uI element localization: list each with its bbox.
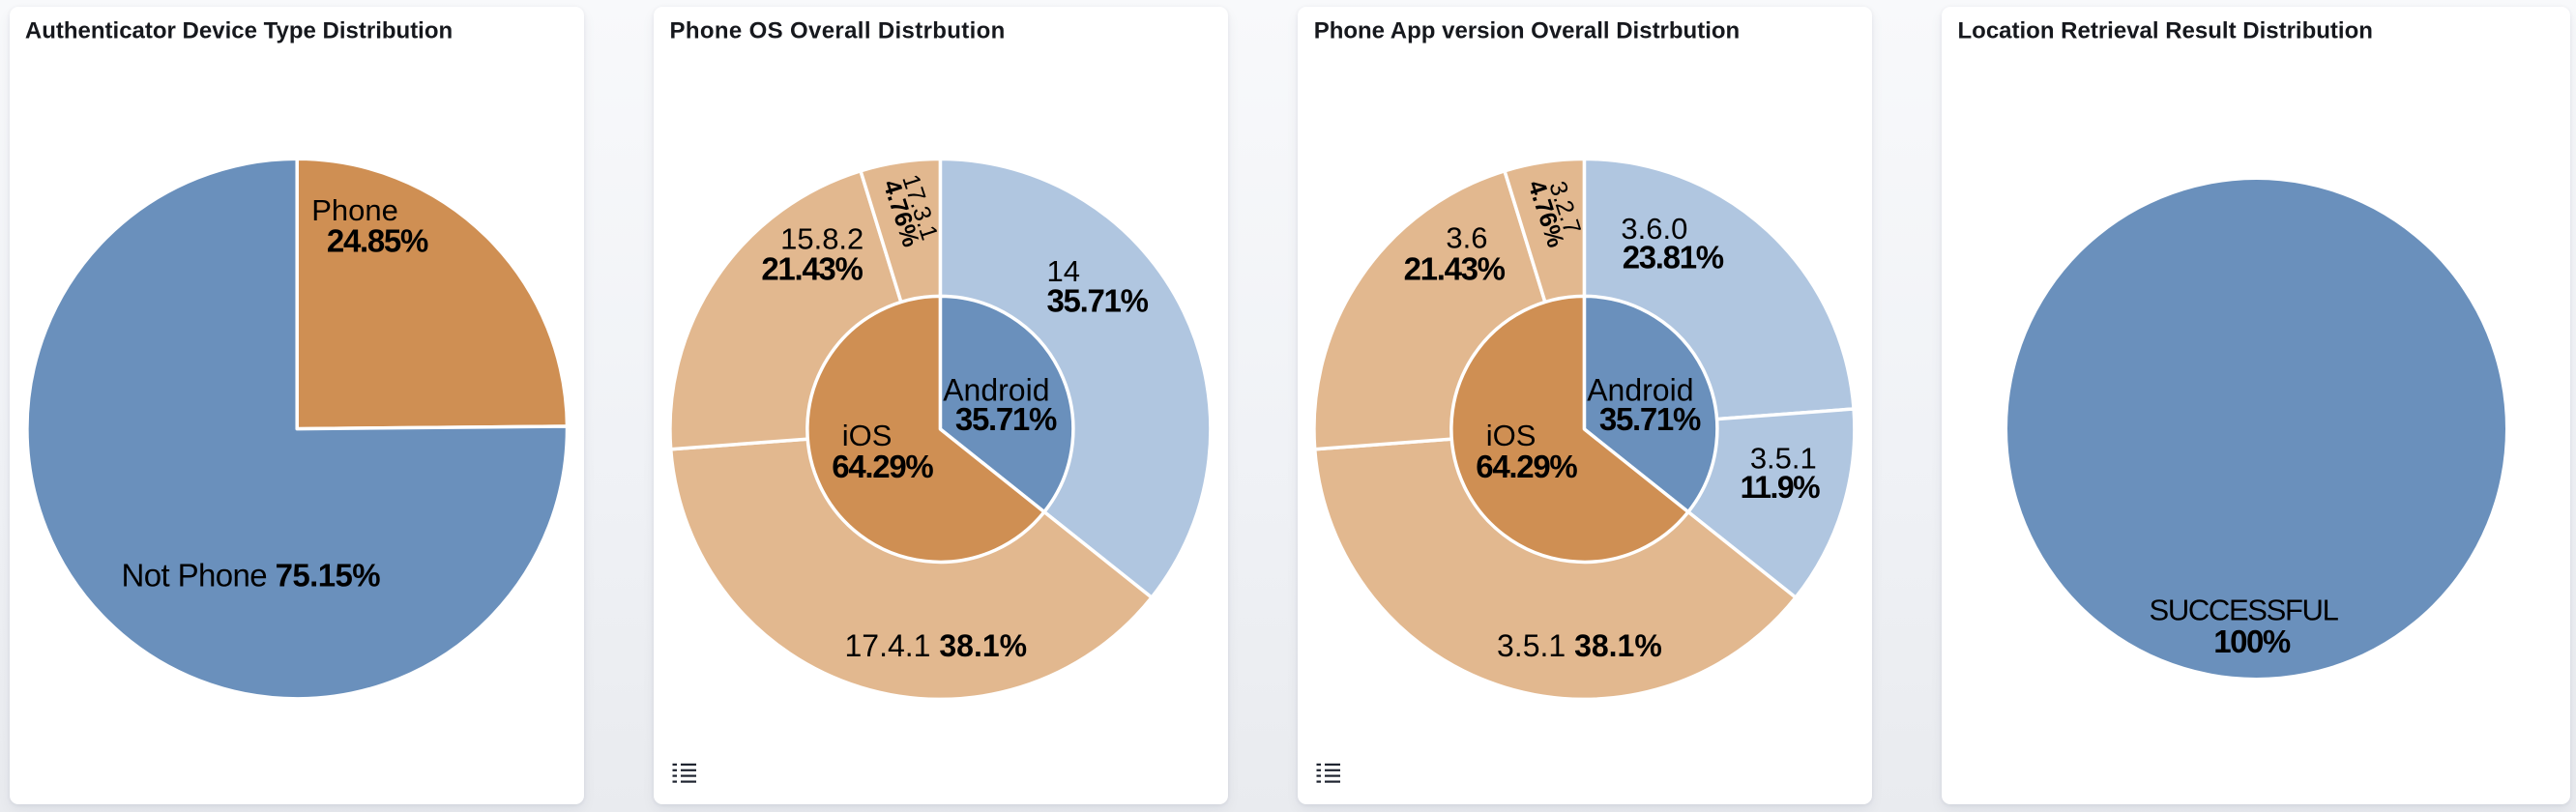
svg-text:Phone OS Overall Distrbution: Phone OS Overall Distrbution	[670, 18, 1006, 44]
svg-text:35.71%: 35.71%	[1047, 283, 1149, 319]
svg-text:Android: Android	[1587, 373, 1693, 408]
svg-text:Android: Android	[943, 373, 1049, 408]
svg-text:3.5.1 38.1%: 3.5.1 38.1%	[1497, 628, 1662, 663]
svg-text:iOS: iOS	[1486, 419, 1537, 452]
svg-text:64.29%: 64.29%	[1476, 449, 1577, 484]
svg-text:64.29%: 64.29%	[832, 449, 933, 484]
svg-text:Location Retrieval Result Dist: Location Retrieval Result Distribution	[1958, 18, 2373, 44]
svg-text:100%: 100%	[2213, 624, 2291, 659]
svg-text:21.43%: 21.43%	[761, 251, 863, 287]
svg-text:Authenticator Device Type Dist: Authenticator Device Type Distribution	[25, 18, 453, 44]
svg-text:Phone: Phone	[311, 193, 398, 227]
svg-text:21.43%: 21.43%	[1404, 250, 1506, 286]
svg-text:23.81%: 23.81%	[1623, 240, 1724, 276]
svg-text:11.9%: 11.9%	[1741, 470, 1821, 505]
svg-text:iOS: iOS	[842, 419, 893, 452]
svg-text:3.6.0: 3.6.0	[1621, 212, 1687, 246]
svg-text:15.8.2: 15.8.2	[780, 222, 864, 256]
svg-text:35.71%: 35.71%	[1599, 401, 1701, 437]
svg-text:17.4.1 38.1%: 17.4.1 38.1%	[845, 628, 1028, 663]
svg-text:3.6: 3.6	[1446, 221, 1487, 255]
svg-text:Not Phone 75.15%: Not Phone 75.15%	[122, 558, 381, 594]
svg-text:SUCCESSFUL: SUCCESSFUL	[2150, 594, 2339, 627]
svg-text:24.85%: 24.85%	[327, 222, 428, 258]
svg-text:35.71%: 35.71%	[955, 401, 1057, 437]
svg-text:Phone App version Overall Dist: Phone App version Overall Distrbution	[1314, 18, 1741, 44]
svg-text:3.5.1: 3.5.1	[1750, 442, 1817, 476]
svg-text:14: 14	[1047, 254, 1080, 288]
